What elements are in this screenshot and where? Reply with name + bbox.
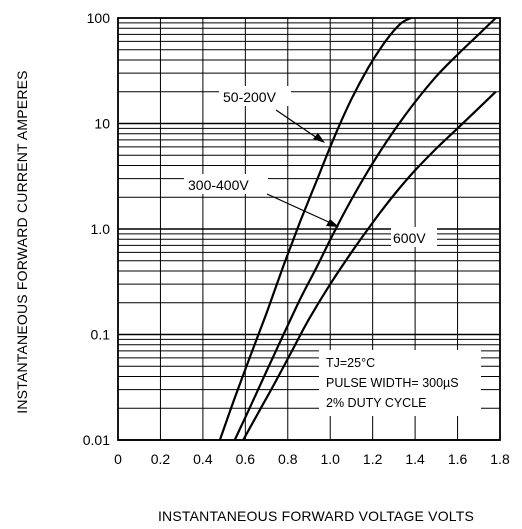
label-bg-300-400v <box>184 174 268 194</box>
plot-frame <box>117 17 501 441</box>
callout-arrow-300-400v <box>326 219 339 227</box>
y-tick-label: 10 <box>94 116 110 132</box>
series-label-600v: 600V <box>393 230 426 246</box>
callout-arrow-50-200v <box>313 133 325 143</box>
conditions-box-bg <box>319 350 481 416</box>
series-label-50-200v: 50-200V <box>223 89 277 105</box>
series-label-300-400v: 300-400V <box>188 177 249 193</box>
x-tick-label: 1.2 <box>363 451 383 467</box>
x-tick-label: 0.8 <box>278 451 298 467</box>
note-temperature: TJ=25°C <box>326 356 375 370</box>
series-line-300-400v <box>233 17 497 441</box>
y-tick-label: 0.01 <box>83 432 110 448</box>
x-tick-label: 1.6 <box>448 451 468 467</box>
x-tick-label: 0.2 <box>151 451 171 467</box>
x-tick-label: 0.6 <box>236 451 256 467</box>
y-tick-label: 1.0 <box>91 221 111 237</box>
y-axis-title: INSTANTANEOUS FORWARD CURRENT AMPERES <box>14 70 30 413</box>
x-tick-label: 1.0 <box>320 451 340 467</box>
x-tick-labels: 0 0.2 0.4 0.6 0.8 1.0 1.2 1.4 1.6 1.8 <box>114 451 510 467</box>
y-tick-labels: 0.01 0.1 1.0 10 100 <box>83 10 110 448</box>
y-tick-label: 0.1 <box>91 327 111 343</box>
callout-line-300-400v <box>266 193 334 225</box>
x-tick-label: 0 <box>114 451 122 467</box>
y-tick-label: 100 <box>87 10 111 26</box>
note-duty-cycle: 2% DUTY CYCLE <box>326 396 427 410</box>
series-line-50-200v <box>218 17 412 441</box>
x-axis-title: INSTANTANEOUS FORWARD VOLTAGE VOLTS <box>158 508 474 524</box>
x-tick-label: 1.8 <box>490 451 510 467</box>
label-bg-50-200v <box>219 86 291 106</box>
callout-line-50-200v <box>275 109 321 141</box>
note-pulse-width: PULSE WIDTH= 300µS <box>326 376 459 390</box>
series-line-600v <box>242 90 497 441</box>
x-tick-label: 1.4 <box>405 451 425 467</box>
label-bg-600v <box>391 227 437 247</box>
x-tick-label: 0.4 <box>193 451 213 467</box>
curves <box>218 17 497 441</box>
